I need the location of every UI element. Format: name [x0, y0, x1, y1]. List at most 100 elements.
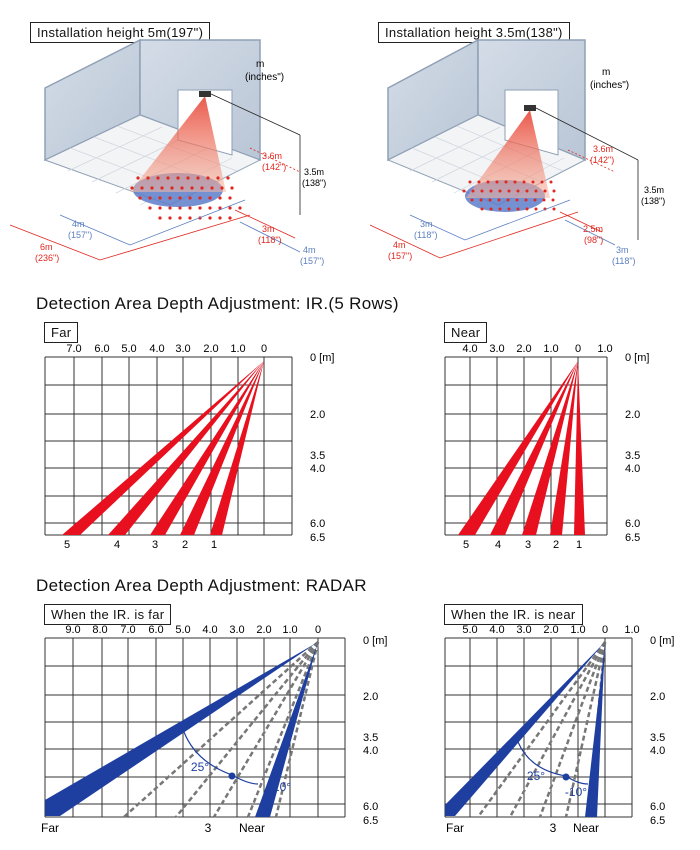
row-label: 1 [576, 539, 582, 551]
y-tick-label: 4.0 [310, 463, 325, 475]
angle-big-label: 25° [191, 760, 209, 774]
x-tick-label: 6.0 [148, 624, 163, 636]
height-value: 3.5m [304, 167, 324, 177]
ir-depth-value: 3.6m [593, 144, 613, 154]
height-inch: (138") [302, 178, 326, 188]
row-label: 4 [114, 539, 120, 551]
x-tick-label: 0 [602, 624, 608, 636]
row-label: 2 [553, 539, 559, 551]
x-tick-label: 3.0 [175, 343, 190, 355]
left-depth-value: 3m [420, 219, 433, 229]
radar-near-chart: 5.0 4.0 3.0 2.0 1.0 0 1.00 [m]2.03.54.06.06.52… [444, 624, 674, 835]
x-tick-label: 5.0 [121, 343, 136, 355]
x-tick-label: 7.0 [66, 343, 81, 355]
y-tick-label: 3.5 [363, 732, 378, 744]
ir-beam [522, 361, 578, 535]
x-tick-label: 0 [575, 343, 581, 355]
width-dim-red [369, 211, 579, 259]
ir-beam [150, 361, 264, 535]
left-depth-inch: (118") [414, 230, 438, 240]
install-title-1: Installation height 5m(197") [30, 22, 211, 43]
ir-depth-inch: (142") [590, 155, 614, 165]
height-value: 3.5m [644, 185, 664, 195]
y-tick-label: 4.0 [650, 745, 665, 757]
x-tick-label: 0 [315, 624, 321, 636]
x-tick-label: 3.0 [229, 624, 244, 636]
row-label: 5 [64, 539, 70, 551]
radar-beam-far [445, 642, 605, 816]
dashed-ir-line [564, 641, 607, 818]
bottom-far-label: Far [446, 821, 464, 835]
y-tick-label: 6.5 [363, 815, 378, 827]
angle-arc-25 [517, 741, 567, 777]
radar-beam-near [255, 642, 318, 817]
y-tick-label: 6.5 [650, 815, 665, 827]
right-depth-inch: (118") [612, 256, 636, 266]
right-ir-inch: (98") [584, 235, 603, 245]
unit-m: m [256, 59, 264, 70]
x-tick-label: 5.0 [462, 624, 477, 636]
y-tick-label: 0 [m] [310, 352, 334, 364]
y-tick-label: 2.0 [310, 409, 325, 421]
ir-beam [490, 361, 578, 535]
x-tick-label: 7.0 [120, 624, 135, 636]
left-width-value: 4m [393, 240, 406, 250]
y-tick-label: 3.5 [650, 732, 665, 744]
ir-depth-value: 3.6m [262, 151, 282, 161]
room-1: m (inches") 3.6m (142") 3.5m (138") 3m (… [9, 38, 326, 266]
depth-dim-blue [59, 199, 246, 246]
ir-near-label: Near [444, 322, 488, 343]
dashed-ir-line [274, 641, 320, 818]
ir-far-label: Far [44, 322, 79, 343]
dashed-ir-line [476, 641, 607, 818]
dashed-ir-line [538, 641, 607, 818]
ir-beam [458, 361, 578, 535]
x-tick-label: 4.0 [489, 624, 504, 636]
x-tick-label: 2.0 [543, 624, 558, 636]
x-tick-label: 4.0 [202, 624, 217, 636]
radar-far-label: When the IR. is far [44, 604, 172, 625]
y-tick-label: 3.5 [310, 450, 325, 462]
ir-beam [180, 361, 264, 535]
x-tick-label: 0 [261, 343, 267, 355]
x-tick-label: 1.0 [624, 624, 639, 636]
pivot-dot [228, 772, 236, 780]
y-tick-label: 4.0 [625, 463, 640, 475]
depth-dim-blue [409, 199, 571, 241]
x-tick-label: 3.0 [489, 343, 504, 355]
y-tick-label: 0 [m] [650, 635, 674, 647]
x-tick-label: 1.0 [282, 624, 297, 636]
y-tick-label: 3.5 [625, 450, 640, 462]
install-title-2: Installation height 3.5m(138") [378, 22, 570, 43]
y-tick-label: 4.0 [363, 745, 378, 757]
unit-inch: (inches") [245, 72, 284, 83]
dashed-ir-line [212, 641, 320, 818]
angle-big-label: 25° [527, 769, 545, 783]
ir-far-chart: 7.0 6.0 5.0 4.0 3.0 2.0 1.0 00 [m]2.03.54.06.06… [44, 343, 334, 551]
dashed-ir-line [123, 641, 319, 818]
x-tick-label: 2.0 [516, 343, 531, 355]
x-tick-label: 9.0 [65, 624, 80, 636]
angle-small-label: -10° [269, 780, 291, 794]
x-tick-label: 1.0 [597, 343, 612, 355]
sensor-icon [199, 91, 211, 97]
dashed-ir-line [508, 641, 607, 818]
y-tick-label: 6.0 [650, 801, 665, 813]
ir-depth-inch: (142") [262, 162, 286, 172]
left-width-inch: (236") [35, 253, 59, 263]
ir-near-chart: 4.0 3.0 2.0 1.0 0 1.00 [m]2.03.54.06.06.55 4 3 2… [444, 343, 649, 551]
ir-section-title: Detection Area Depth Adjustment: IR.(5 R… [36, 294, 399, 313]
x-tick-label: 2.0 [203, 343, 218, 355]
left-depth-inch: (157") [68, 230, 92, 240]
left-width-value: 6m [40, 242, 53, 252]
pivot-dot [562, 773, 570, 781]
radar-section-title: Detection Area Depth Adjustment: RADAR [36, 576, 367, 595]
radar-far-chart: 9.0 8.0 7.0 6.0 5.0 4.0 3.0 2.0 1.0 00 [m]2.03.54… [41, 624, 387, 835]
right-depth-value: 4m [303, 245, 316, 255]
y-tick-label: 6.0 [363, 801, 378, 813]
x-tick-label: 6.0 [94, 343, 109, 355]
y-tick-label: 6.0 [310, 518, 325, 530]
x-tick-label: 4.0 [462, 343, 477, 355]
detection-cone [466, 110, 550, 198]
